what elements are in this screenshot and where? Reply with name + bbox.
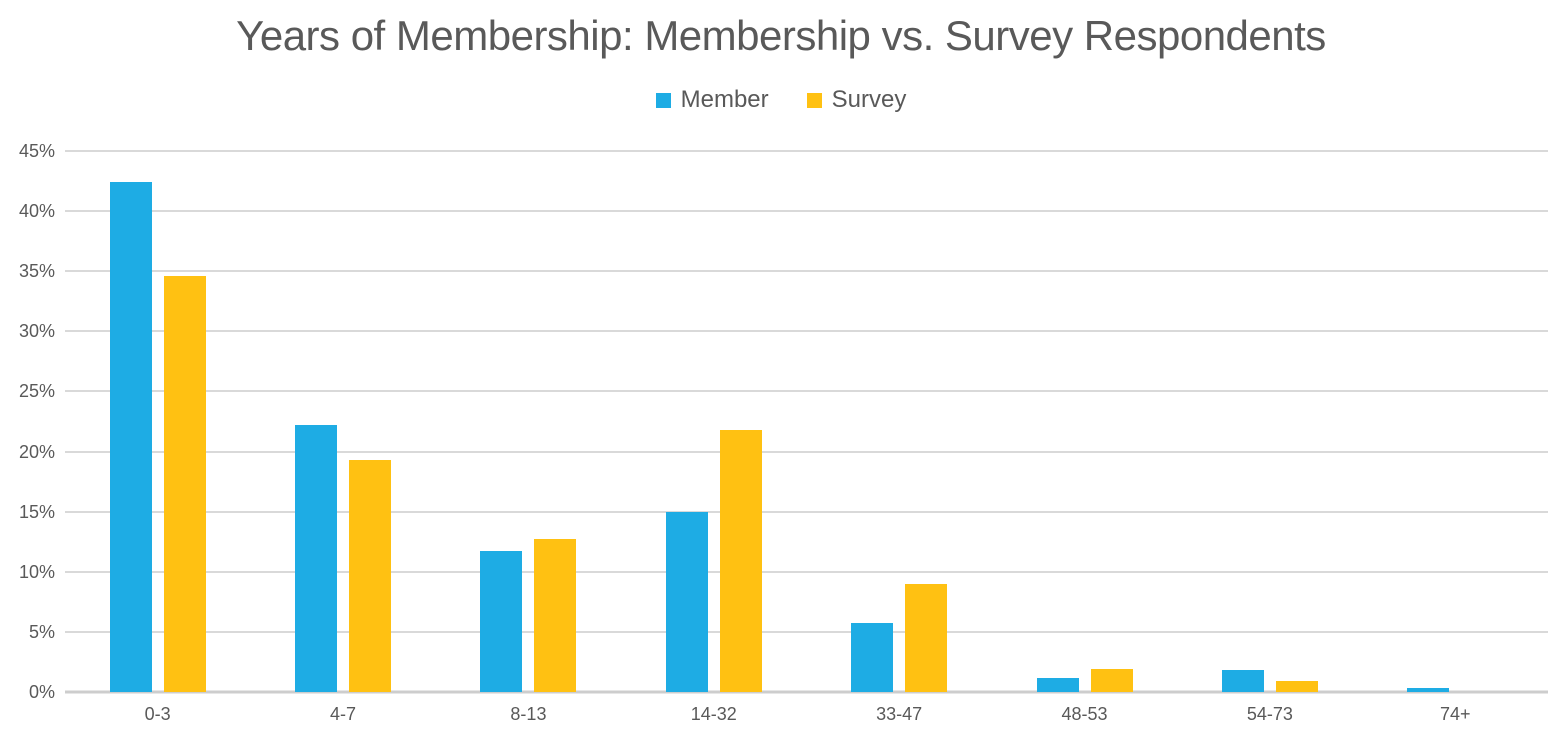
bar-member-54-73 xyxy=(1221,670,1264,692)
bar-group-8-13 xyxy=(436,151,621,692)
y-tick-label-30pct: 30% xyxy=(18,321,55,342)
gridline-10pct xyxy=(65,570,1548,573)
bar-survey-54-73 xyxy=(1275,681,1318,692)
y-axis-tick-labels: 0% 5% 10% 15% 20% 25% 30% 35% 40% 45% xyxy=(0,142,55,701)
y-tick-label-25pct: 25% xyxy=(18,381,55,402)
y-tick-label-40pct: 40% xyxy=(18,201,55,222)
x-tick-label-4-7: 4-7 xyxy=(330,704,357,724)
gridline-35pct xyxy=(65,270,1548,273)
gridline-5pct xyxy=(65,630,1548,633)
survey-series-swatch xyxy=(806,92,822,108)
bar-group-0-3 xyxy=(65,151,250,692)
x-tick-label-8-13: 8-13 xyxy=(510,704,547,724)
x-tick-label-33-47: 33-47 xyxy=(876,704,923,724)
x-tick-label-14-32: 14-32 xyxy=(690,704,737,724)
y-tick-label-20pct: 20% xyxy=(18,441,55,462)
y-tick-label-0pct: 0% xyxy=(28,682,55,702)
gridline-15pct xyxy=(65,510,1548,513)
x-tick-label-54-73: 54-73 xyxy=(1246,704,1293,724)
bar-group-48-53 xyxy=(992,151,1177,692)
x-tick-label-74+: 74+ xyxy=(1440,704,1471,724)
y-tick-label-15pct: 15% xyxy=(18,501,55,522)
member-series-swatch xyxy=(655,92,671,108)
bar-member-8-13 xyxy=(480,551,523,692)
survey-series-label: Survey xyxy=(831,86,907,113)
bar-survey-33-47 xyxy=(905,583,948,692)
y-tick-label-45pct: 45% xyxy=(18,141,55,161)
bar-group-4-7 xyxy=(250,151,435,692)
bar-survey-8-13 xyxy=(534,539,577,692)
gridline-40pct xyxy=(65,210,1548,213)
chart-title: Years of Membership: Membership vs. Surv… xyxy=(236,12,1326,59)
legend-item-survey: Survey xyxy=(806,86,907,114)
bar-survey-0-3 xyxy=(163,276,206,692)
bar-member-74+ xyxy=(1407,688,1450,692)
y-tick-label-35pct: 35% xyxy=(18,261,55,282)
member-series-label: Member xyxy=(680,86,769,113)
gridline-25pct xyxy=(65,390,1548,393)
gridline-20pct xyxy=(65,450,1548,453)
bar-member-14-32 xyxy=(665,511,708,692)
x-axis-tick-labels: 0-3 4-7 8-13 14-32 33-47 48-53 54-73 74+ xyxy=(65,704,1548,725)
bar-member-4-7 xyxy=(295,425,338,692)
bar-survey-4-7 xyxy=(349,459,392,692)
bar-group-74+ xyxy=(1363,151,1548,692)
y-tick-label-10pct: 10% xyxy=(18,561,55,582)
bar-survey-48-53 xyxy=(1090,669,1133,692)
legend-item-member: Member xyxy=(655,86,769,114)
gridline-30pct xyxy=(65,330,1548,333)
x-tick-label-48-53: 48-53 xyxy=(1061,704,1108,724)
bar-survey-14-32 xyxy=(719,429,762,692)
legend: Member Survey xyxy=(0,86,1562,114)
bar-group-54-73 xyxy=(1177,151,1362,692)
x-tick-label-0-3: 0-3 xyxy=(144,704,171,724)
bar-group-33-47 xyxy=(807,151,992,692)
x-axis-line xyxy=(65,690,1548,694)
bar-member-33-47 xyxy=(851,623,894,692)
y-tick-label-5pct: 5% xyxy=(28,621,55,642)
bars xyxy=(65,151,1548,692)
plot-area xyxy=(65,150,1548,694)
gridline-45pct xyxy=(65,150,1548,152)
bar-member-48-53 xyxy=(1036,677,1079,692)
bar-member-0-3 xyxy=(109,182,152,692)
bar-group-14-32 xyxy=(621,151,806,692)
